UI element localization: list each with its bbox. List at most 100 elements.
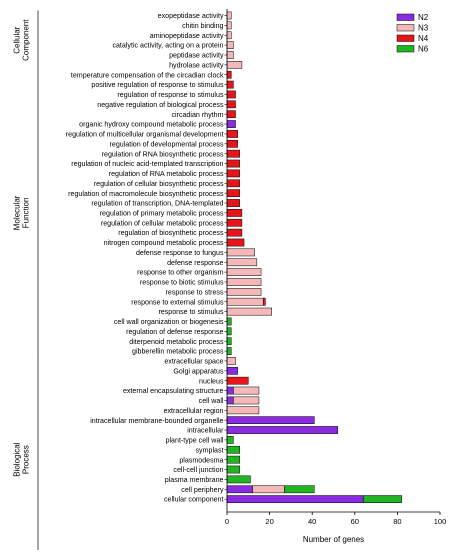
- bar-n3: [233, 396, 260, 405]
- bar-n4: [226, 100, 236, 109]
- group-label-line: Molecular: [13, 195, 22, 230]
- category-label: regulation of primary metabolic process: [100, 210, 224, 218]
- bar-n4: [226, 209, 243, 217]
- category-label: cell periphery: [181, 486, 224, 494]
- bar-n4: [226, 130, 238, 138]
- bar-n4: [226, 179, 241, 188]
- bar-n4: [226, 149, 241, 158]
- bar-n6: [226, 475, 251, 484]
- bar-n3: [226, 278, 262, 286]
- bar-n4: [226, 139, 238, 148]
- category-label: response to biotic stimulus: [140, 279, 224, 287]
- category-label: organic hydroxy compound metabolic proce…: [79, 121, 224, 129]
- category-label: circadian rhythm: [171, 111, 223, 119]
- x-tick-label: 60: [351, 517, 359, 526]
- category-label: defense response: [167, 259, 223, 267]
- bar-n4: [226, 376, 249, 385]
- group-label-line: Process: [22, 445, 31, 474]
- bar-n3: [226, 268, 262, 276]
- bar-n4: [226, 228, 243, 237]
- category-label: nucleus: [199, 377, 224, 385]
- category-label: positive regulation of response to stimu…: [91, 81, 224, 89]
- legend-label: N4: [418, 34, 429, 43]
- category-label: extracellular space: [164, 358, 223, 366]
- bar-n3: [226, 21, 232, 30]
- bar-n4: [226, 80, 234, 89]
- group-label-line: Component: [22, 19, 31, 61]
- legend-swatch: [396, 13, 415, 21]
- category-label: intracellular membrane-bounded organelle: [90, 417, 223, 425]
- bar-n3: [226, 51, 234, 59]
- category-label: regulation of response to stimulus: [117, 91, 224, 99]
- x-tick-label: 80: [393, 517, 401, 526]
- category-label: cellular component: [164, 496, 224, 504]
- category-label: response to stress: [166, 288, 224, 296]
- bar-n6: [226, 465, 241, 474]
- bar-n2: [226, 120, 236, 128]
- group-label-line: Function: [22, 198, 31, 229]
- category-label: plasmodesma: [179, 456, 223, 464]
- bar-n6: [226, 337, 232, 346]
- bar-n6: [226, 455, 241, 464]
- category-label: Golgi apparatus: [173, 367, 224, 375]
- legend-label: N2: [418, 13, 429, 22]
- bar-n4: [226, 90, 236, 99]
- bar-n6: [226, 445, 241, 454]
- bar-n4: [226, 218, 243, 227]
- category-label: regulation of cellular metabolic process: [101, 219, 224, 227]
- category-label: regulation of RNA metabolic process: [109, 170, 224, 178]
- category-label: plant-type cell wall: [166, 437, 224, 445]
- legend-swatch: [396, 45, 415, 53]
- category-label: regulation of developmental process: [110, 140, 224, 148]
- bar-n2: [226, 366, 238, 375]
- bar-n4: [226, 199, 241, 207]
- bar-n3: [226, 357, 236, 365]
- bar-n4: [226, 238, 245, 247]
- x-tick-label: 20: [265, 517, 273, 526]
- bar-n3: [226, 11, 232, 20]
- bar-n4: [226, 169, 241, 178]
- bar-n6: [284, 485, 315, 494]
- bar-n4: [262, 297, 266, 306]
- bar-n3: [226, 297, 264, 306]
- category-label: regulation of nucleic acid-templated tra…: [71, 160, 223, 168]
- group-label: MolecularFunction: [13, 195, 31, 230]
- legend-swatch: [396, 34, 415, 42]
- bar-n4: [226, 110, 236, 119]
- bar-n2: [226, 386, 234, 395]
- category-label: cell wall: [199, 397, 224, 405]
- x-tick-label: 100: [434, 517, 447, 526]
- category-label: intracellular: [187, 427, 224, 435]
- bar-n3: [226, 406, 260, 415]
- category-label: aminopeptidase activity: [150, 32, 224, 40]
- bar-n4: [226, 159, 241, 168]
- bar-n3: [226, 248, 255, 257]
- group-label: BiologicalProcess: [13, 442, 31, 476]
- category-label: regulation of RNA biosynthetic process: [102, 150, 224, 158]
- category-label: defense response to fungus: [136, 249, 224, 257]
- category-label: cell-cell junction: [173, 466, 223, 474]
- bar-n3: [226, 307, 272, 316]
- bar-n6: [226, 317, 232, 326]
- bar-n3: [226, 61, 243, 69]
- bar-n6: [363, 495, 402, 503]
- bar-n6: [226, 327, 232, 336]
- category-label: response to external stimulus: [131, 298, 224, 306]
- category-label: regulation of macromolecule biosynthetic…: [68, 190, 224, 198]
- category-label: regulation of multicellular organismal d…: [66, 131, 224, 139]
- bar-n2: [226, 485, 253, 494]
- bar-n2: [226, 495, 364, 503]
- category-label: diterpenoid metabolic process: [129, 338, 224, 346]
- x-axis-label: Number of genes: [303, 535, 364, 544]
- bar-n6: [226, 347, 232, 355]
- category-label: regulation of biosynthetic process: [118, 229, 224, 237]
- category-label: extracellular region: [164, 407, 224, 415]
- category-label: hydrolase activity: [169, 61, 224, 69]
- category-label: response to stimulus: [158, 308, 224, 316]
- bar-n3: [233, 386, 260, 395]
- bar-n3: [226, 288, 262, 296]
- category-label: cell wall organization or biogenesis: [114, 318, 224, 326]
- x-tick-label: 40: [308, 517, 316, 526]
